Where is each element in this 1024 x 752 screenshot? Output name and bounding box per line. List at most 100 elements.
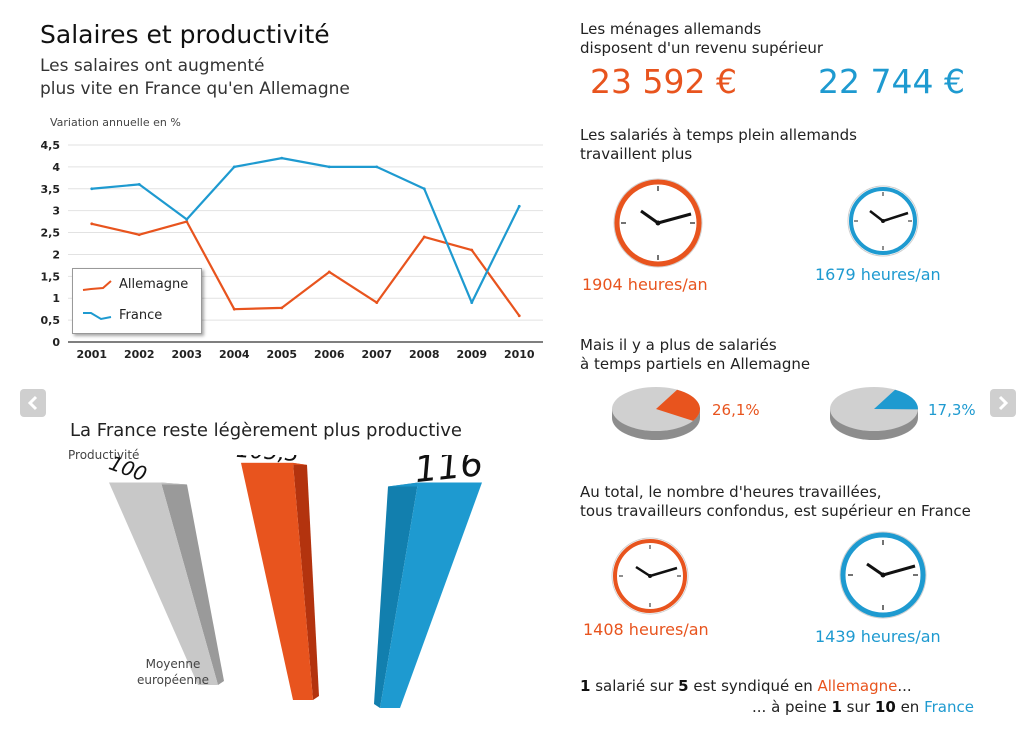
bar-moyenne-européenne <box>109 482 218 685</box>
data-point-france <box>185 218 189 221</box>
parttime-text: Mais il y a plus de salariés à temps par… <box>580 336 810 374</box>
data-point-allemagne <box>137 233 141 237</box>
bar-value-label: 100 <box>106 455 150 486</box>
x-tick-label: 2002 <box>124 348 155 361</box>
data-point-allemagne <box>280 306 284 310</box>
bar-side-2 <box>374 482 418 708</box>
data-point-allemagne <box>90 222 94 226</box>
y-tick-label: 1 <box>52 292 60 305</box>
bar-side-0 <box>161 482 224 685</box>
fulltime-germany-hours: 1904 heures/an <box>582 275 708 294</box>
x-tick-label: 2005 <box>266 348 297 361</box>
y-tick-label: 2,5 <box>41 227 61 240</box>
parttime-france-pie <box>830 387 918 440</box>
data-point-france <box>470 301 474 304</box>
data-point-france <box>90 187 94 191</box>
y-tick-label: 0 <box>52 336 60 349</box>
income-text-line-1: Les ménages allemands <box>580 20 762 38</box>
next-slide-button[interactable] <box>990 389 1016 417</box>
wage-line-chart: 0 0,5 1 1,5 2 2,5 3 3,5 4 4,5 2001 2002 2003 2004 2005… <box>41 139 543 361</box>
subtitle-line-1: Les salaires ont augmenté <box>40 56 265 76</box>
data-point-france <box>232 165 236 169</box>
bar-side-1 <box>293 462 319 700</box>
page-title: Salaires et productivité <box>40 20 330 49</box>
clock-germany-fulltime-icon <box>613 178 703 268</box>
total-germany-hours: 1408 heures/an <box>583 620 709 639</box>
parttime-germany-pie <box>612 387 700 440</box>
series-line-france <box>91 157 521 304</box>
x-tick-label: 2001 <box>76 348 107 361</box>
legend-swatch-allemagne <box>82 280 112 291</box>
x-tick-label: 2009 <box>456 348 487 361</box>
line-chart-legend: Allemagne France <box>72 268 202 334</box>
x-tick-label: 2003 <box>171 348 202 361</box>
bar-value-label: 116 <box>412 455 485 491</box>
eu-average-label: Moyenne européenne <box>118 656 228 688</box>
prev-slide-button[interactable] <box>20 389 46 417</box>
fulltime-text-line-2: travaillent plus <box>580 145 693 163</box>
fulltime-france-hours: 1679 heures/an <box>815 265 941 284</box>
parttime-text-line-1: Mais il y a plus de salariés <box>580 336 777 354</box>
x-tick-label: 2008 <box>409 348 440 361</box>
clock-germany-total-icon <box>611 537 689 615</box>
data-point-france <box>375 165 379 169</box>
data-point-allemagne <box>232 307 236 311</box>
bar-top-0 <box>109 482 187 485</box>
income-france-value: 22 744 € <box>818 62 965 101</box>
data-point-allemagne <box>422 235 426 239</box>
union-line-france: ... à peine 1 sur 10 en France <box>752 698 974 716</box>
clock-france-fulltime-icon <box>847 185 919 257</box>
data-point-allemagne <box>185 220 189 224</box>
parttime-text-line-2: à temps partiels en Allemagne <box>580 355 811 373</box>
data-point-allemagne <box>517 314 521 318</box>
income-text-line-2: disposent d'un revenu supérieur <box>580 39 824 57</box>
line-chart-ylabel: Variation annuelle en % <box>50 116 181 129</box>
pie-slice-allemagne <box>656 389 700 421</box>
data-point-allemagne <box>375 301 379 304</box>
bar-france <box>380 482 482 708</box>
legend-swatch-france <box>83 312 112 321</box>
eu-label-line-1: Moyenne <box>145 657 201 671</box>
x-tick-label: 2010 <box>504 348 535 361</box>
y-tick-label: 4,5 <box>41 139 61 152</box>
data-point-allemagne <box>327 270 331 274</box>
y-tick-label: 4 <box>52 161 60 174</box>
total-text-line-2: tous travailleurs confondus, est supérie… <box>580 502 971 520</box>
chevron-left-icon <box>27 395 38 411</box>
fulltime-text-line-1: Les salariés à temps plein allemands <box>580 126 857 144</box>
y-tick-label: 1,5 <box>41 270 61 283</box>
fulltime-text: Les salariés à temps plein allemands tra… <box>580 126 857 164</box>
bar-top-2 <box>388 482 482 487</box>
parttime-france-percent: 17,3% <box>928 401 976 419</box>
subtitle-line-2: plus vite en France qu'en Allemagne <box>40 79 350 99</box>
bar-top-1 <box>241 462 307 465</box>
pie-slice-france <box>874 389 918 410</box>
total-france-hours: 1439 heures/an <box>815 627 941 646</box>
data-point-france <box>280 156 284 160</box>
clock-france-total-icon <box>839 531 927 619</box>
income-germany-value: 23 592 € <box>590 62 737 101</box>
union-france-country: France <box>924 698 974 716</box>
legend-label-allemagne: Allemagne <box>119 277 189 292</box>
y-tick-label: 2 <box>52 248 60 261</box>
x-tick-label: 2006 <box>314 348 345 361</box>
data-point-france <box>327 165 331 169</box>
y-tick-label: 0,5 <box>41 314 61 327</box>
eu-label-line-2: européenne <box>137 673 209 687</box>
productivity-label: Productivité <box>68 448 140 462</box>
total-text: Au total, le nombre d'heures travaillées… <box>580 483 971 521</box>
data-point-france <box>517 204 521 208</box>
data-point-france <box>137 183 141 186</box>
chevron-right-icon <box>998 395 1009 411</box>
bar-allemagne <box>241 462 313 700</box>
data-point-france <box>422 187 426 191</box>
total-text-line-1: Au total, le nombre d'heures travaillées… <box>580 483 882 501</box>
x-tick-label: 2004 <box>219 348 250 361</box>
union-germany-country: Allemagne <box>817 677 898 695</box>
parttime-germany-percent: 26,1% <box>712 401 760 419</box>
page-subtitle: Les salaires ont augmenté plus vite en F… <box>40 55 460 101</box>
income-text: Les ménages allemands disposent d'un rev… <box>580 20 823 58</box>
legend-label-france: France <box>119 308 163 323</box>
union-line-germany: 1 salarié sur 5 est syndiqué en Allemagn… <box>580 677 912 695</box>
y-tick-label: 3 <box>52 205 60 218</box>
